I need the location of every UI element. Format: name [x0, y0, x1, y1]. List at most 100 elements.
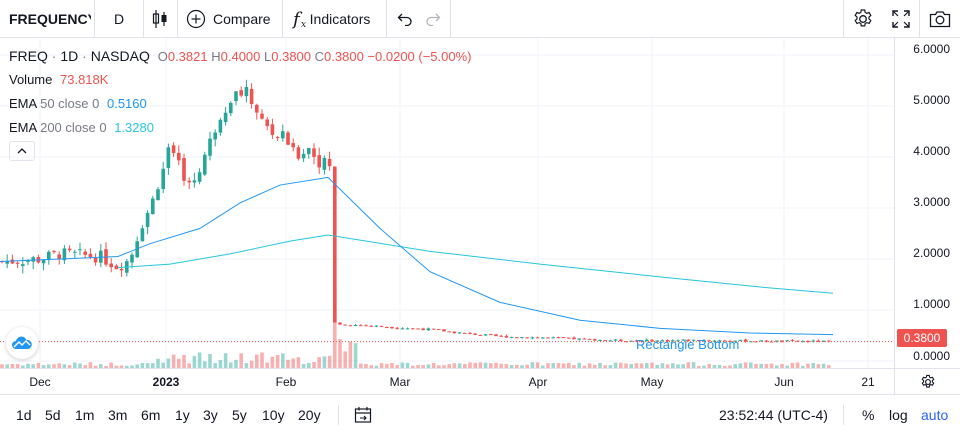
- candle-body: [343, 324, 347, 326]
- volume-bar: [405, 362, 410, 368]
- fullscreen-button[interactable]: [888, 0, 914, 38]
- volume-bar: [650, 362, 654, 368]
- volume-bar: [790, 362, 795, 368]
- candle-body: [395, 327, 399, 329]
- toolbar-divider: [338, 405, 339, 425]
- candle-body: [499, 335, 503, 337]
- volume-bar: [78, 363, 82, 368]
- volume-bar: [390, 362, 394, 368]
- settings-button[interactable]: [850, 0, 876, 38]
- candle-body: [520, 337, 524, 339]
- price-label: 6.0000: [913, 42, 950, 56]
- candle-body: [145, 212, 150, 228]
- volume-bar: [629, 363, 633, 368]
- candle-body: [665, 339, 670, 342]
- candle-body: [743, 339, 748, 342]
- volume-bars: [0, 288, 831, 368]
- candle-body: [119, 268, 124, 271]
- interval-button[interactable]: D: [95, 0, 143, 38]
- toolbar-divider: [177, 0, 178, 38]
- range-10y[interactable]: 10y: [262, 406, 285, 423]
- range-1m[interactable]: 1m: [75, 406, 95, 423]
- volume-bar: [109, 362, 113, 368]
- log-toggle[interactable]: log: [889, 406, 908, 423]
- volume-bar: [546, 363, 550, 368]
- candle-body: [801, 341, 805, 343]
- price-chart[interactable]: Rectangle Bottom: [0, 38, 894, 368]
- logo[interactable]: [6, 327, 38, 359]
- go-to-date-button[interactable]: [354, 395, 372, 434]
- candle-body: [572, 337, 576, 340]
- range-3m[interactable]: 3m: [108, 406, 128, 423]
- price-scale[interactable]: 6.0000 5.0000 4.0000 3.0000 2.0000 1.000…: [894, 38, 960, 368]
- volume-bar: [255, 354, 259, 368]
- timezone-clock[interactable]: 23:52:44 (UTC-4): [719, 406, 828, 423]
- range-3y[interactable]: 3y: [203, 406, 218, 423]
- volume-bar: [691, 362, 696, 368]
- close-value: 0.3800: [324, 49, 364, 64]
- volume-bar: [437, 365, 441, 368]
- percent-toggle[interactable]: %: [862, 406, 875, 423]
- candle-body: [515, 337, 519, 339]
- candle-body: [255, 104, 259, 113]
- candle-body: [229, 102, 233, 114]
- chart-type-button[interactable]: [144, 0, 176, 38]
- candle-body: [624, 341, 628, 343]
- undo-button[interactable]: [393, 0, 417, 38]
- rectangle-bottom-label: Rectangle Bottom: [636, 337, 739, 352]
- ema200-legend[interactable]: EMA 200 close 0 1.3280: [9, 120, 154, 135]
- scale-settings-button[interactable]: [894, 369, 960, 394]
- volume-bar: [619, 362, 623, 368]
- ema50-legend[interactable]: EMA 50 close 0 0.5160: [9, 96, 147, 111]
- candle-body: [333, 166, 337, 323]
- auto-toggle[interactable]: auto: [921, 406, 949, 423]
- range-1y[interactable]: 1y: [175, 406, 190, 423]
- volume-bar: [234, 359, 238, 368]
- candle-body: [816, 340, 821, 343]
- candle-body: [317, 155, 321, 168]
- collapse-legend-button[interactable]: [9, 141, 35, 161]
- range-6m[interactable]: 6m: [141, 406, 161, 423]
- volume-legend[interactable]: Volume 73.818K: [9, 72, 108, 87]
- candle-body: [5, 261, 9, 264]
- candle-body: [525, 337, 529, 339]
- volume-bar: [36, 362, 41, 368]
- toolbar-divider: [94, 0, 95, 38]
- volume-bar: [598, 362, 602, 368]
- range-5y[interactable]: 5y: [232, 406, 247, 423]
- candle-body: [31, 257, 35, 262]
- volume-bar: [52, 364, 56, 368]
- volume-bar: [15, 364, 20, 368]
- time-scale[interactable]: Dec 2023 Feb Mar Apr May Jun 21: [0, 368, 960, 394]
- symbol-search[interactable]: FREQUENCY: [9, 0, 91, 38]
- snapshot-button[interactable]: [926, 0, 954, 38]
- volume-bar: [613, 362, 618, 368]
- low-label: L: [264, 49, 272, 64]
- candle-body: [379, 325, 384, 327]
- low-value: 0.3800: [271, 49, 312, 64]
- volume-bar: [208, 354, 212, 368]
- range-20y[interactable]: 20y: [298, 406, 321, 423]
- volume-bar: [187, 363, 191, 368]
- volume-bar: [374, 365, 379, 368]
- volume-bar: [530, 362, 535, 368]
- range-1d[interactable]: 1d: [16, 406, 32, 423]
- candle-body: [447, 331, 451, 333]
- volume-bar: [639, 363, 644, 368]
- chart-pane[interactable]: Rectangle Bottom FREQ · 1D · NASDAQ O0.3…: [0, 38, 894, 368]
- range-5d[interactable]: 5d: [45, 406, 61, 423]
- volume-bar: [395, 365, 399, 368]
- candle-body: [93, 257, 98, 263]
- change-value: −0.0200 (−5.00%): [367, 49, 472, 64]
- close-label: C: [314, 49, 325, 64]
- candle-body: [717, 340, 722, 342]
- redo-button[interactable]: [421, 0, 445, 38]
- candle-body: [322, 157, 327, 170]
- volume-bar: [426, 364, 431, 368]
- candle-body: [353, 324, 358, 326]
- volume-bar: [192, 355, 197, 368]
- volume-bar: [608, 365, 613, 368]
- candle-body: [405, 328, 410, 330]
- compare-button[interactable]: Compare: [178, 0, 280, 38]
